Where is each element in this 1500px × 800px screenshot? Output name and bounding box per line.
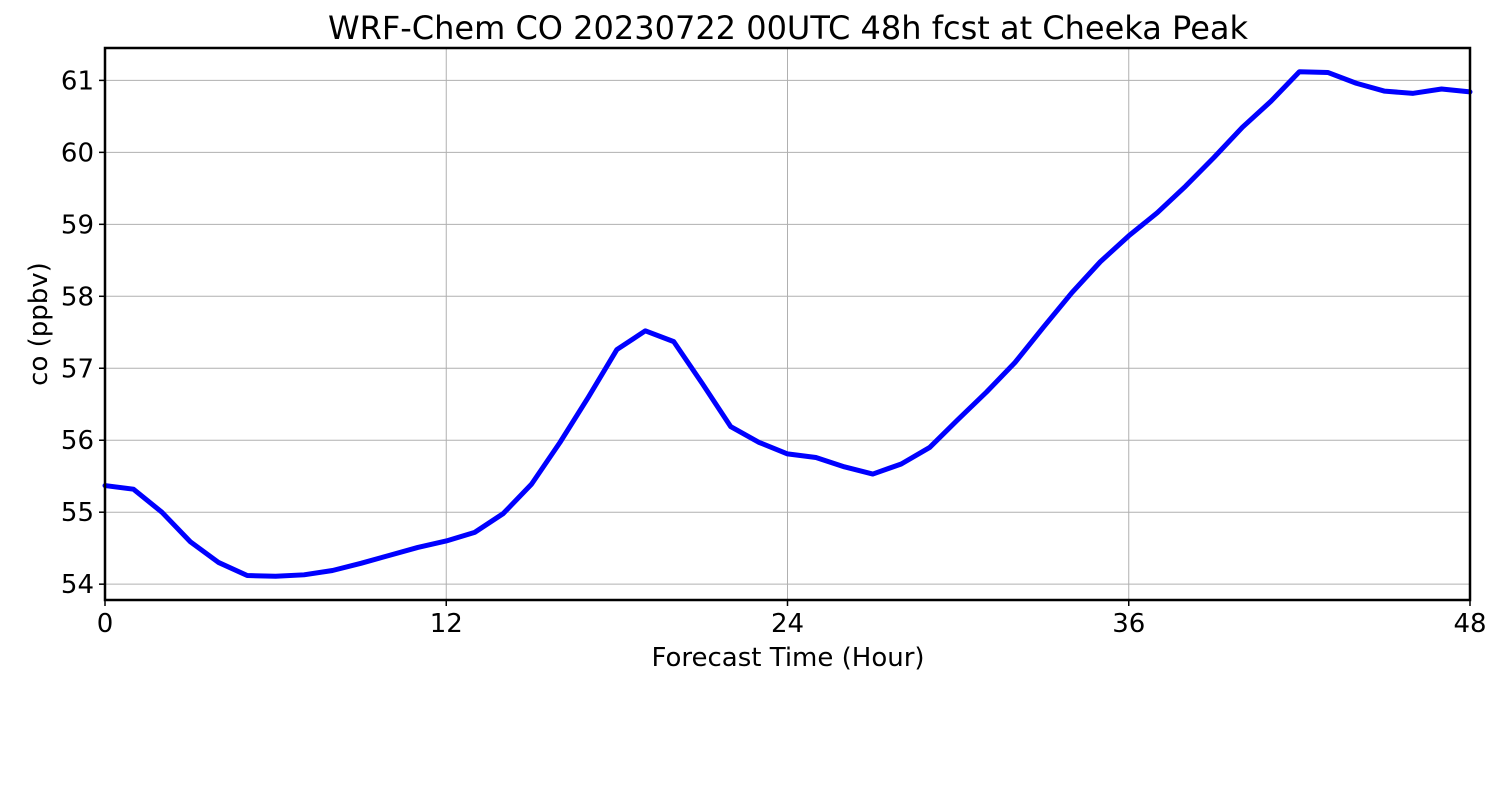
grid <box>104 48 1471 600</box>
x-axis-label: Forecast Time (Hour) <box>651 643 924 673</box>
y-tick-label: 58 <box>61 282 94 312</box>
series-layer <box>102 69 1473 579</box>
y-tick-label: 56 <box>61 426 94 456</box>
y-tick-label: 59 <box>61 210 94 240</box>
x-tick-label: 48 <box>1453 609 1486 639</box>
y-tick-label: 54 <box>61 570 94 600</box>
series-line <box>102 69 1473 579</box>
y-tick-label: 61 <box>61 66 94 96</box>
chart-title: WRF-Chem CO 20230722 00UTC 48h fcst at C… <box>328 9 1249 47</box>
y-axis-label: co (ppbv) <box>24 262 54 386</box>
x-axis-ticks: 0 12 24 36 48 <box>97 600 1487 639</box>
y-axis-ticks: 54 55 56 57 58 59 60 61 <box>61 66 105 600</box>
y-tick-label: 55 <box>61 498 94 528</box>
x-tick-label: 0 <box>97 609 114 639</box>
y-tick-label: 60 <box>61 138 94 168</box>
y-tick-label: 57 <box>61 354 94 384</box>
x-tick-label: 24 <box>771 609 804 639</box>
x-tick-label: 36 <box>1112 609 1145 639</box>
x-tick-label: 12 <box>430 609 463 639</box>
